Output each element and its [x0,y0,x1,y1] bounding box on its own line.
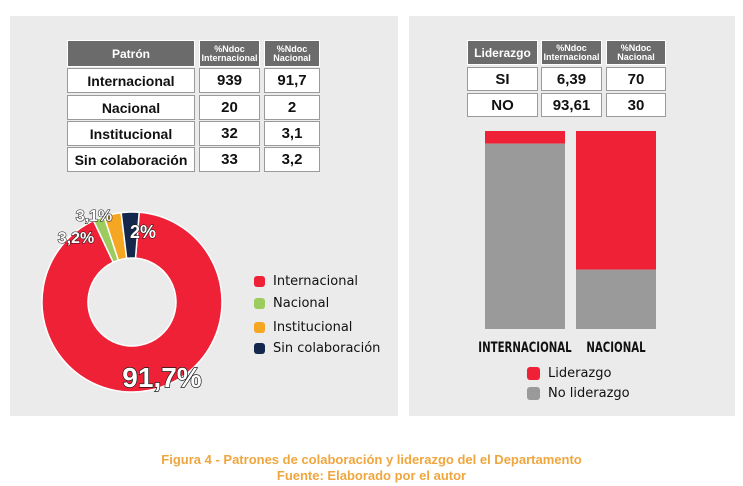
legend-label: Nacional [273,296,330,311]
table-header-cell: %Ndoc Internacional [541,40,602,65]
legend-swatch [527,387,540,400]
table-cell: NO [467,93,538,117]
table-cell: SI [467,67,538,91]
legend-label: Institucional [273,320,353,335]
figure-caption: Figura 4 - Patrones de colaboración y li… [161,452,582,467]
table-cell: 93,61 [541,93,602,117]
table-cell: 30 [606,93,666,117]
table-header-cell: %Ndoc Nacional [264,40,320,67]
legend-swatch [254,343,265,354]
legend-item-institucional: Institucional [254,320,352,335]
table-cell: 91,7 [264,68,320,93]
table-cell: 3,2 [264,147,320,172]
legend-item-sin-colaboracion: Sin colaboración [254,341,380,356]
table-cell: 6,39 [541,67,602,91]
table-cell: 32 [199,121,260,146]
table-cell: 33 [199,147,260,172]
figure-source: Fuente: Elaborado por el autor [276,468,467,483]
legend-item-no-liderazgo: No liderazgo [527,386,630,401]
table-cell: 3,1 [264,121,320,146]
legend-label: Sin colaboración [273,341,381,356]
legend-swatch [254,322,265,333]
table-cell: Internacional [67,68,195,93]
table-cell: Institucional [67,121,195,146]
legend-label: No liderazgo [548,386,630,401]
table-header-cell: Liderazgo [467,40,538,65]
legend-label: Internacional [273,274,359,289]
table-header-cell: %Ndoc Nacional [606,40,666,65]
table-cell: 939 [199,68,260,93]
legend-swatch [254,298,265,309]
table-cell: Sin colaboración [67,147,195,172]
table-header-cell: Patrón [67,40,195,67]
legend-swatch [527,367,540,380]
legend-item-internacional: Internacional [254,274,358,289]
legend-item-liderazgo: Liderazgo [527,366,611,381]
legend-label: Liderazgo [548,366,612,381]
table-cell: Nacional [67,95,195,120]
table-cell: 2 [264,95,320,120]
legend-swatch [254,276,265,287]
table-header-cell: %Ndoc Internacional [199,40,260,67]
table-cell: 20 [199,95,260,120]
legend-item-nacional: Nacional [254,296,329,311]
table-cell: 70 [606,67,666,91]
